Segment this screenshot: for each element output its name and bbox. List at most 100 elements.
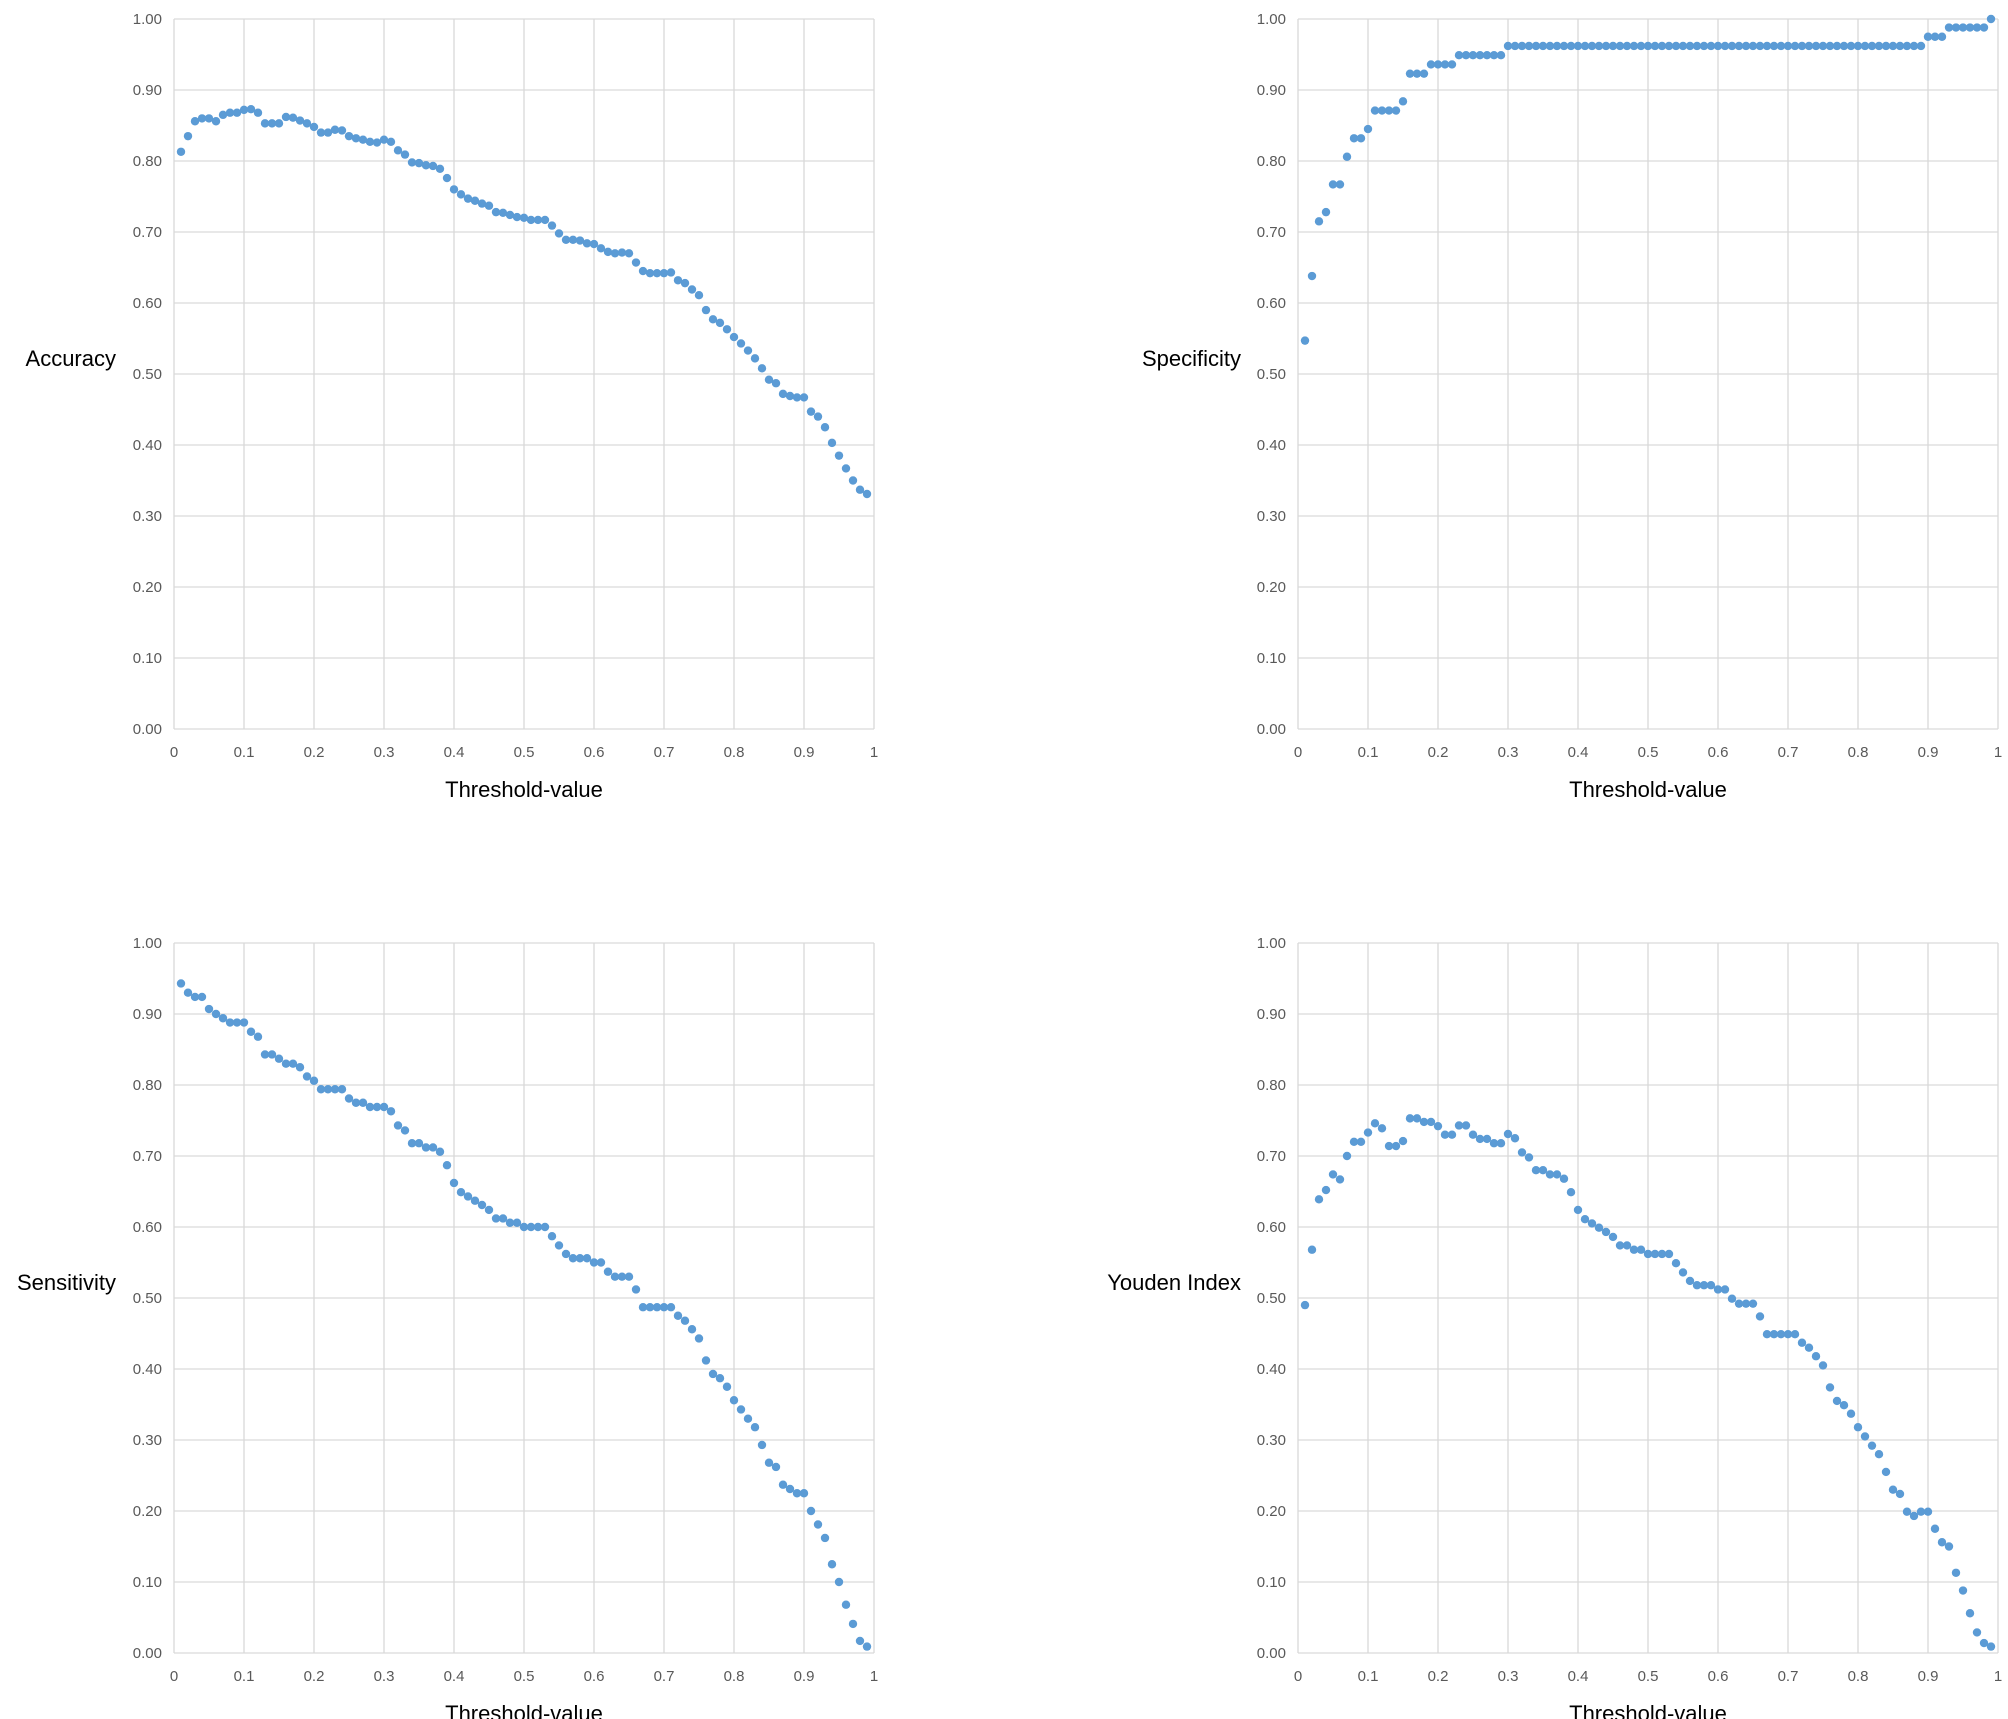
data-point: [533, 1222, 543, 1232]
data-point: [743, 1414, 753, 1423]
data-point: [239, 1018, 249, 1027]
youden-index-x-axis-title: Threshold-value: [1569, 1701, 1727, 1719]
data-point: [568, 235, 578, 245]
data-point: [1769, 41, 1779, 51]
data-point: [540, 215, 550, 225]
data-point: [1713, 1285, 1723, 1294]
data-point: [1720, 41, 1730, 51]
data-point: [757, 364, 767, 373]
data-point: [225, 1018, 235, 1027]
data-point: [1419, 69, 1429, 78]
data-point: [1916, 41, 1926, 51]
data-point: [393, 146, 403, 155]
data-point: [197, 992, 207, 1002]
x-tick-label: 0.9: [794, 1668, 815, 1685]
data-point: [239, 105, 249, 115]
data-point: [176, 979, 186, 988]
data-point: [575, 1254, 585, 1263]
y-tick-label: 0.60: [133, 1219, 162, 1236]
data-point: [1664, 1249, 1674, 1259]
y-tick-label: 0.10: [1257, 650, 1286, 667]
data-point: [1454, 1121, 1464, 1130]
y-tick-label: 0.40: [1257, 1361, 1286, 1378]
x-tick-label: 0.2: [1428, 1668, 1449, 1685]
data-point: [736, 339, 746, 348]
data-point: [183, 131, 193, 141]
y-tick-label: 0.40: [1257, 437, 1286, 454]
data-point: [505, 210, 515, 220]
data-point: [1678, 1268, 1688, 1277]
data-point: [1342, 152, 1352, 161]
data-point: [1384, 1141, 1394, 1151]
data-point: [1790, 1330, 1800, 1339]
data-point: [533, 215, 543, 225]
data-point: [554, 1241, 564, 1250]
data-point: [1825, 1383, 1835, 1392]
data-point: [1832, 1396, 1842, 1406]
x-tick-label: 0: [170, 1668, 178, 1685]
x-tick-label: 1: [1994, 744, 2002, 761]
data-point: [365, 1102, 375, 1112]
x-tick-label: 0.6: [584, 1668, 605, 1685]
data-point: [1965, 1609, 1975, 1618]
data-point: [435, 1147, 445, 1156]
y-tick-label: 0.70: [1257, 224, 1286, 241]
y-tick-label: 1.00: [133, 11, 162, 28]
data-point: [610, 249, 620, 258]
data-point: [1818, 1361, 1828, 1370]
data-point: [1741, 41, 1751, 51]
data-point: [225, 108, 235, 117]
data-point: [1370, 106, 1380, 115]
data-point: [1342, 1151, 1352, 1161]
x-tick-label: 0.7: [1778, 1668, 1799, 1685]
data-point: [1391, 106, 1401, 115]
data-point: [1573, 41, 1583, 51]
data-point: [1615, 41, 1625, 51]
data-point: [1825, 41, 1835, 51]
data-point: [190, 117, 200, 126]
y-tick-label: 0.60: [133, 295, 162, 312]
data-point: [246, 1027, 256, 1036]
data-point: [428, 161, 438, 171]
data-point: [1685, 41, 1695, 51]
y-tick-label: 0.30: [1257, 1432, 1286, 1449]
data-point: [1461, 1121, 1471, 1130]
data-point: [750, 354, 760, 363]
data-point: [1748, 41, 1758, 51]
data-point: [862, 1642, 872, 1651]
data-point: [1902, 1507, 1912, 1516]
data-point: [1384, 106, 1394, 115]
data-point: [1720, 1285, 1730, 1294]
data-point: [1881, 41, 1891, 51]
y-tick-label: 0.50: [1257, 366, 1286, 383]
data-point: [1818, 41, 1828, 51]
data-point: [1587, 41, 1597, 51]
data-point: [204, 114, 214, 123]
y-tick-label: 0.80: [133, 153, 162, 170]
sensitivity-y-axis-title: Sensitivity: [17, 1270, 116, 1295]
data-point: [1454, 51, 1464, 60]
x-tick-label: 1: [870, 1668, 878, 1685]
data-point: [260, 119, 270, 128]
x-tick-label: 0.3: [1498, 744, 1519, 761]
data-point: [1671, 1259, 1681, 1268]
data-point: [603, 247, 613, 257]
data-point: [834, 1577, 844, 1587]
data-point: [715, 318, 725, 328]
data-point: [1930, 32, 1940, 41]
data-point: [323, 128, 333, 137]
data-point: [1804, 1343, 1814, 1352]
x-tick-label: 0.6: [1708, 1668, 1729, 1685]
data-point: [1398, 1136, 1408, 1146]
data-point: [757, 1440, 767, 1450]
data-point: [1538, 41, 1548, 51]
data-point: [1615, 1241, 1625, 1250]
data-point: [1790, 41, 1800, 51]
data-point: [1937, 32, 1947, 41]
y-tick-label: 0.00: [133, 1645, 162, 1662]
data-point: [1559, 1174, 1569, 1183]
data-point: [295, 1063, 305, 1072]
youden-index-gridlines: [1297, 942, 1999, 1654]
data-point: [1846, 1409, 1856, 1418]
